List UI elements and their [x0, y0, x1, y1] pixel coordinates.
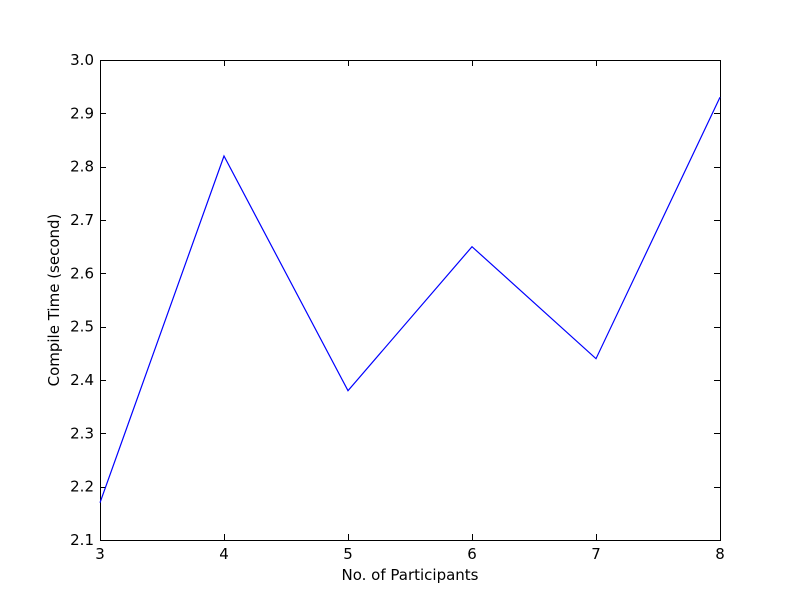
- y-tick-label: 2.5: [70, 318, 94, 336]
- y-tick-label: 2.4: [70, 371, 94, 389]
- x-tick-label: 8: [715, 545, 725, 563]
- y-tick-label: 2.6: [70, 264, 94, 282]
- y-tick-label: 3.0: [70, 51, 94, 69]
- x-axis-label: No. of Participants: [341, 566, 478, 584]
- series-group: [99, 97, 721, 503]
- y-tick-label: 2.9: [70, 104, 94, 122]
- x-tick-label: 4: [219, 545, 229, 563]
- y-tick-label: 2.2: [70, 478, 94, 496]
- x-tick-label: 5: [343, 545, 353, 563]
- axis-ticks: [100, 60, 721, 541]
- tick-labels: 3 4 5 6 7 8 2.1 2.2 2.3 2.4 2.5 2.6 2.7 2.8 2.9 3.0: [70, 51, 725, 563]
- y-tick-label: 2.7: [70, 211, 94, 229]
- x-tick-label: 7: [591, 545, 601, 563]
- plot-area: [100, 60, 721, 541]
- y-tick-label: 2.3: [70, 424, 94, 442]
- y-axis-label: Compile Time (second): [45, 214, 63, 387]
- y-tick-label: 2.1: [70, 531, 94, 549]
- series-line: [99, 97, 721, 503]
- y-tick-label: 2.8: [70, 158, 94, 176]
- x-tick-label: 6: [467, 545, 477, 563]
- x-tick-label: 3: [95, 545, 105, 563]
